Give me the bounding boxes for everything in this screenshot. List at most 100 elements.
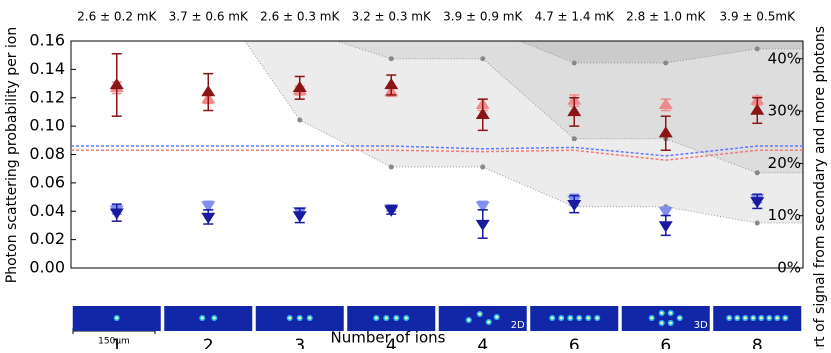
ion bbox=[404, 316, 408, 320]
dashed-line bbox=[71, 145, 803, 157]
ion bbox=[775, 316, 779, 320]
y2-tick-label: 0% bbox=[777, 259, 801, 277]
ion bbox=[743, 316, 747, 320]
region-point bbox=[388, 56, 394, 62]
marker bbox=[292, 211, 307, 223]
y-tick-label: 0.12 bbox=[29, 87, 65, 106]
temperature-label: 3.9 ± 0.9 mK bbox=[443, 10, 523, 24]
marker bbox=[658, 97, 673, 110]
marker bbox=[475, 107, 490, 119]
y-axis-label: Photon scattering probability per ion bbox=[4, 27, 20, 283]
ion bbox=[568, 316, 572, 320]
region-point bbox=[754, 170, 760, 176]
ion bbox=[669, 311, 673, 315]
region-point bbox=[388, 164, 394, 170]
x-tick-label: 3 bbox=[294, 336, 305, 349]
marker bbox=[201, 85, 216, 97]
region-point bbox=[754, 46, 760, 52]
ion bbox=[298, 316, 302, 320]
y-tick-label: 0.10 bbox=[29, 116, 65, 135]
ion bbox=[394, 316, 398, 320]
ion bbox=[308, 316, 312, 320]
x-tick-label: 1 bbox=[111, 336, 122, 349]
y-tick-label: 0.00 bbox=[29, 258, 65, 277]
marker bbox=[658, 221, 673, 233]
y-tick-label: 0.02 bbox=[29, 229, 65, 248]
ion bbox=[384, 316, 388, 320]
marker bbox=[567, 104, 582, 117]
temperature-label: 3.2 ± 0.3 mK bbox=[352, 10, 432, 24]
y2-axis-label: Part of signal from secondary and more p… bbox=[812, 26, 828, 349]
scale-bar-label: 150µm bbox=[98, 337, 130, 347]
temperature-label: 3.7 ± 0.6 mK bbox=[169, 10, 249, 24]
marker bbox=[109, 77, 124, 90]
ion bbox=[660, 321, 664, 325]
ion bbox=[735, 316, 739, 320]
y2-tick-label: 10% bbox=[768, 206, 801, 224]
marker bbox=[384, 205, 399, 217]
marker bbox=[384, 77, 399, 90]
marker bbox=[292, 80, 307, 93]
ion bbox=[200, 316, 204, 320]
ion-image bbox=[621, 306, 710, 331]
y-tick-label: 0.14 bbox=[29, 59, 65, 78]
marker bbox=[201, 201, 216, 213]
marker bbox=[750, 197, 765, 209]
temperature-label: 2.6 ± 0.2 mK bbox=[77, 10, 157, 24]
ion bbox=[478, 312, 482, 316]
region-point bbox=[480, 164, 486, 170]
marker bbox=[658, 126, 673, 138]
ion bbox=[759, 316, 763, 320]
ion bbox=[586, 316, 590, 320]
temperature-label: 2.6 ± 0.3 mK bbox=[260, 10, 340, 24]
ion bbox=[751, 316, 755, 320]
x-axis-label: Number of ions bbox=[331, 329, 446, 347]
y-tick-label: 0.06 bbox=[29, 172, 65, 191]
ion bbox=[678, 316, 682, 320]
ion bbox=[783, 316, 787, 320]
ion bbox=[669, 321, 673, 325]
region-point bbox=[754, 220, 760, 226]
marker bbox=[658, 207, 673, 219]
marker bbox=[475, 219, 490, 232]
ion bbox=[767, 316, 771, 320]
ion-image bbox=[438, 306, 527, 331]
image-label: 3D bbox=[694, 320, 708, 331]
y2-tick-label: 20% bbox=[768, 154, 801, 172]
region-point bbox=[571, 60, 577, 66]
y2-tick-label: 30% bbox=[768, 102, 801, 120]
x-tick-label: 6 bbox=[569, 336, 580, 349]
ion-image bbox=[530, 306, 619, 331]
ion bbox=[487, 320, 491, 324]
ion bbox=[374, 316, 378, 320]
region-point bbox=[663, 60, 669, 66]
temperature-label: 3.9 ± 0.5mK bbox=[720, 10, 797, 24]
y2-tick-label: 40% bbox=[768, 49, 801, 67]
marker bbox=[475, 201, 490, 213]
x-tick-label: 6 bbox=[660, 336, 671, 349]
ion bbox=[559, 316, 563, 320]
x-tick-label: 2 bbox=[203, 336, 214, 349]
ion bbox=[288, 316, 292, 320]
shaded-region bbox=[519, 41, 803, 63]
ion bbox=[467, 318, 471, 322]
ion-image bbox=[164, 306, 253, 331]
ion bbox=[550, 316, 554, 320]
y-tick-label: 0.04 bbox=[29, 201, 65, 220]
ion-image bbox=[347, 306, 436, 331]
marker bbox=[201, 212, 216, 224]
temperature-label: 2.8 ± 1.0 mK bbox=[626, 10, 706, 24]
ion bbox=[650, 316, 654, 320]
temperature-label: 4.7 ± 1.4 mK bbox=[535, 10, 615, 24]
x-tick-label: 8 bbox=[752, 336, 763, 349]
region-point bbox=[571, 136, 577, 142]
ion bbox=[115, 316, 119, 320]
dashed-line bbox=[71, 149, 803, 161]
marker bbox=[750, 103, 765, 115]
ion bbox=[727, 316, 731, 320]
x-tick-label: 4 bbox=[477, 336, 488, 349]
image-label: 2D bbox=[511, 320, 525, 331]
ion bbox=[577, 316, 581, 320]
region-point bbox=[480, 56, 486, 62]
